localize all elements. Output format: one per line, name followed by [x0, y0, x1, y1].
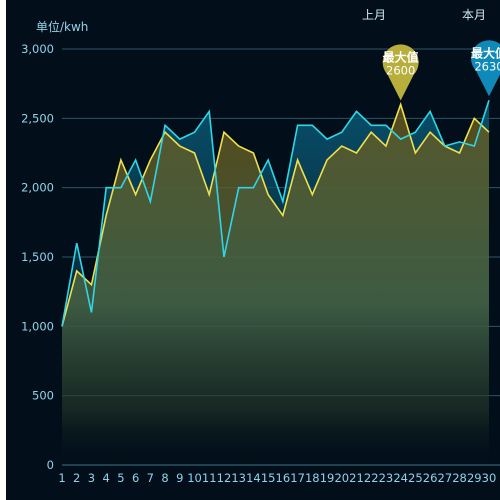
- x-tick-label: 28: [452, 471, 467, 485]
- x-tick-label: 17: [290, 471, 305, 485]
- y-tick-label: 2,500: [21, 111, 54, 125]
- x-tick-label: 12: [217, 471, 232, 485]
- y-tick-label: 1,500: [21, 250, 54, 264]
- x-tick-label: 25: [408, 471, 423, 485]
- left-edge-strip: [0, 0, 6, 500]
- series-area: [62, 104, 489, 465]
- max-value-number: 2630: [474, 59, 500, 73]
- x-tick-label: 29: [467, 471, 482, 485]
- series-label: 本月: [462, 8, 486, 22]
- x-tick-label: 13: [231, 471, 246, 485]
- max-value-pin: [382, 44, 419, 101]
- max-value-number: 2600: [386, 63, 415, 77]
- x-tick-label: 18: [305, 471, 320, 485]
- max-value-label: 最大值: [383, 49, 419, 64]
- x-tick-label: 2: [73, 471, 80, 485]
- x-tick-label: 14: [246, 471, 261, 485]
- x-tick-label: 15: [261, 471, 276, 485]
- x-tick-label: 3: [88, 471, 95, 485]
- series-line: [61, 100, 490, 327]
- y-axis-unit: 单位/kwh: [36, 19, 88, 34]
- x-tick-label: 20: [334, 471, 349, 485]
- x-tick-label: 5: [117, 471, 124, 485]
- y-tick-label: 2,000: [21, 181, 54, 195]
- y-tick-label: 1,000: [21, 319, 54, 333]
- x-tick-label: 10: [187, 471, 202, 485]
- x-tick-label: 30: [482, 471, 497, 485]
- x-tick-label: 23: [379, 471, 394, 485]
- x-tick-label: 4: [103, 471, 110, 485]
- x-tick-label: 22: [364, 471, 379, 485]
- x-tick-label: 21: [349, 471, 364, 485]
- x-tick-label: 1: [58, 471, 65, 485]
- x-tick-label: 8: [161, 471, 168, 485]
- series-label: 上月: [362, 8, 386, 22]
- x-tick-label: 7: [147, 471, 154, 485]
- x-tick-label: 26: [423, 471, 438, 485]
- x-tick-label: 19: [320, 471, 335, 485]
- x-tick-label: 6: [132, 471, 139, 485]
- max-value-label: 最大值: [471, 45, 500, 60]
- x-tick-label: 11: [202, 471, 217, 485]
- y-tick-label: 0: [47, 458, 54, 472]
- x-tick-label: 24: [393, 471, 408, 485]
- x-tick-label: 16: [276, 471, 291, 485]
- x-tick-label: 27: [438, 471, 453, 485]
- series-line: [61, 101, 490, 327]
- max-value-pin: [471, 40, 500, 97]
- y-tick-label: 3,000: [21, 42, 54, 56]
- y-tick-label: 500: [32, 389, 54, 403]
- x-tick-label: 9: [176, 471, 183, 485]
